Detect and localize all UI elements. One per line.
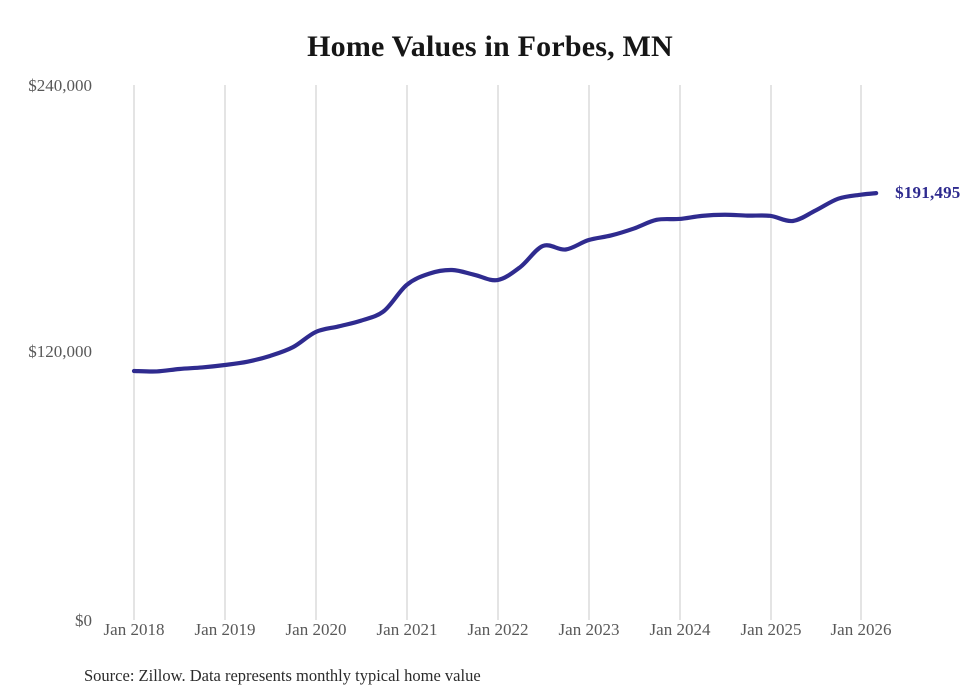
x-axis-tick-jan-2021: Jan 2021 xyxy=(376,620,438,639)
source-note: Source: Zillow. Data represents monthly … xyxy=(84,666,481,685)
y-axis-tick-240000: $240,000 xyxy=(28,76,92,95)
series-line-typical-home-value xyxy=(131,191,879,374)
x-axis-tick-jan-2019: Jan 2019 xyxy=(194,620,256,639)
x-axis-tick-jan-2024: Jan 2024 xyxy=(649,620,711,639)
x-axis-tick-jan-2023: Jan 2023 xyxy=(558,620,620,639)
x-axis-tick-jan-2026: Jan 2026 xyxy=(830,620,892,639)
y-axis-tick-120000: $120,000 xyxy=(28,342,92,361)
chart-title: Home Values in Forbes, MN xyxy=(307,30,673,63)
gridlines xyxy=(133,85,862,620)
y-axis-tick-0: $0 xyxy=(75,611,92,630)
x-axis-tick-jan-2018: Jan 2018 xyxy=(103,620,165,639)
x-axis-tick-jan-2025: Jan 2025 xyxy=(740,620,802,639)
x-axis-tick-jan-2020: Jan 2020 xyxy=(285,620,347,639)
series-end-value-label: $191,495 xyxy=(895,183,961,203)
x-axis-tick-jan-2022: Jan 2022 xyxy=(467,620,529,639)
